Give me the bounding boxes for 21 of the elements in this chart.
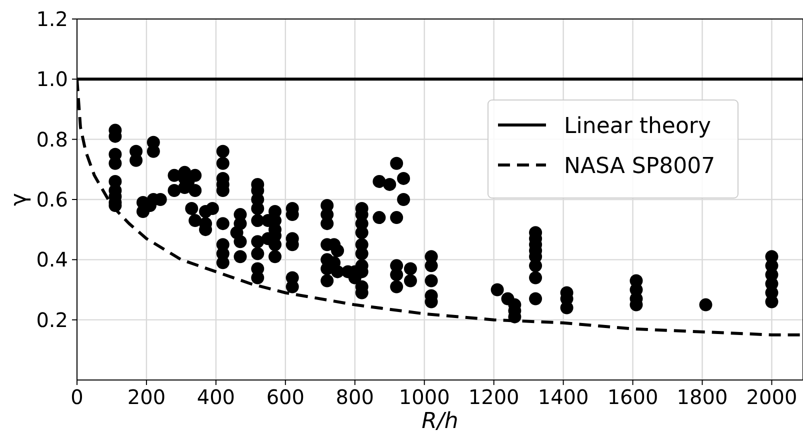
x-tick-label: 1000 xyxy=(398,385,450,409)
x-tick-label: 1400 xyxy=(538,385,589,409)
x-tick-label: 2000 xyxy=(746,385,798,409)
x-tick-label: 1600 xyxy=(607,385,658,409)
y-tick-label: 1.0 xyxy=(36,67,68,92)
y-tick-label: 0.8 xyxy=(36,127,68,152)
x-tick-label: 0 xyxy=(70,385,84,409)
legend-label: NASA SP8007 xyxy=(564,154,716,179)
y-tick-label: 0.4 xyxy=(36,248,68,272)
x-tick-label: 400 xyxy=(196,385,236,409)
y-tick-label: 0.2 xyxy=(36,308,68,332)
x-tick-label: 200 xyxy=(127,385,166,409)
x-axis-title: R/h xyxy=(422,409,458,432)
legend-label: Linear theory xyxy=(564,114,711,139)
x-tick-label: 1800 xyxy=(676,385,728,409)
y-axis-title: γ xyxy=(7,192,32,206)
x-tick-label: 800 xyxy=(336,385,374,409)
y-tick-label: 0.6 xyxy=(36,188,68,212)
y-tick-label: 1.2 xyxy=(36,7,68,31)
x-tick-label: 1200 xyxy=(468,385,520,409)
x-tick-label: 600 xyxy=(266,385,305,409)
